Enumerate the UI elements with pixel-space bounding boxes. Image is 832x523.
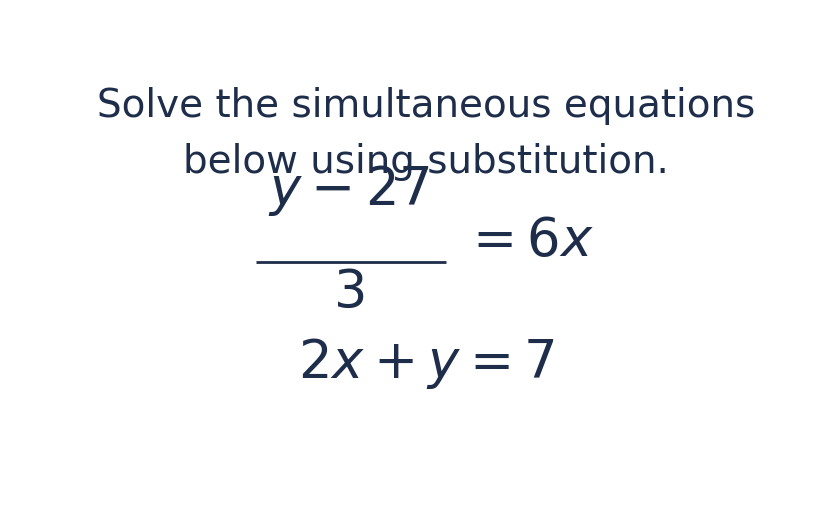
Text: below using substitution.: below using substitution. [184,143,669,181]
Text: $3$: $3$ [334,268,364,319]
Text: $y - 27$: $y - 27$ [268,163,430,218]
Text: Solve the simultaneous equations: Solve the simultaneous equations [97,87,755,125]
Text: $2x + y = 7$: $2x + y = 7$ [298,336,555,391]
Text: $= 6x$: $= 6x$ [462,217,594,267]
